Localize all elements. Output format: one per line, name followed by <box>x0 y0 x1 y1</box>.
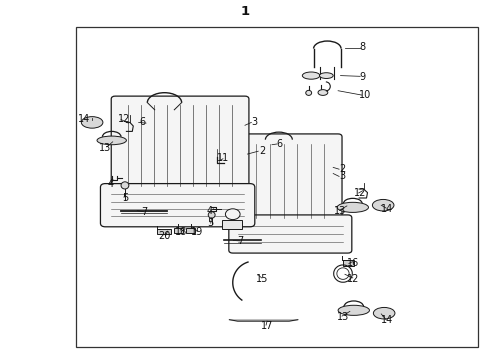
Bar <box>186 228 195 233</box>
Text: 11: 11 <box>217 153 229 163</box>
Bar <box>157 229 171 234</box>
Ellipse shape <box>318 90 328 95</box>
Text: 18: 18 <box>175 227 187 237</box>
Text: 14: 14 <box>381 315 393 325</box>
FancyBboxPatch shape <box>239 134 342 224</box>
Text: 1: 1 <box>241 5 249 18</box>
Text: 3: 3 <box>339 171 345 181</box>
Text: 9: 9 <box>360 72 366 82</box>
Text: 4: 4 <box>107 179 113 189</box>
Text: 16: 16 <box>346 258 359 268</box>
Text: 12: 12 <box>118 114 130 124</box>
Ellipse shape <box>337 202 368 212</box>
Text: 4: 4 <box>207 206 213 216</box>
Text: 3: 3 <box>252 117 258 127</box>
Text: 7: 7 <box>237 236 243 246</box>
FancyBboxPatch shape <box>111 96 249 194</box>
Text: 19: 19 <box>191 227 203 237</box>
Ellipse shape <box>373 307 395 319</box>
Text: 20: 20 <box>158 231 171 241</box>
Ellipse shape <box>302 72 320 79</box>
FancyBboxPatch shape <box>229 215 352 253</box>
Ellipse shape <box>81 117 103 128</box>
Polygon shape <box>229 320 298 321</box>
Ellipse shape <box>372 199 394 211</box>
Bar <box>76 27 478 347</box>
Text: 8: 8 <box>360 42 366 52</box>
Text: 13: 13 <box>99 143 111 153</box>
Bar <box>343 260 354 266</box>
Ellipse shape <box>121 182 129 189</box>
Text: 14: 14 <box>381 204 393 214</box>
Text: 14: 14 <box>78 114 90 124</box>
Text: 10: 10 <box>359 90 371 100</box>
Ellipse shape <box>338 305 369 315</box>
Text: 7: 7 <box>142 207 147 217</box>
Ellipse shape <box>306 90 312 95</box>
Ellipse shape <box>97 136 126 145</box>
Text: 12: 12 <box>346 274 359 284</box>
Bar <box>222 220 242 229</box>
Text: 5: 5 <box>208 218 214 228</box>
Text: 15: 15 <box>256 274 269 284</box>
Ellipse shape <box>319 73 333 78</box>
Text: 6: 6 <box>276 139 282 149</box>
Ellipse shape <box>208 212 215 218</box>
Bar <box>174 228 183 233</box>
Text: 2: 2 <box>339 164 345 174</box>
Circle shape <box>225 209 240 220</box>
Text: 13: 13 <box>334 206 346 216</box>
Text: 13: 13 <box>337 312 349 322</box>
FancyBboxPatch shape <box>100 184 255 227</box>
Text: 6: 6 <box>139 117 145 127</box>
Text: 2: 2 <box>259 146 265 156</box>
Text: 17: 17 <box>261 321 273 331</box>
Text: 5: 5 <box>122 193 128 203</box>
Text: 12: 12 <box>354 188 367 198</box>
